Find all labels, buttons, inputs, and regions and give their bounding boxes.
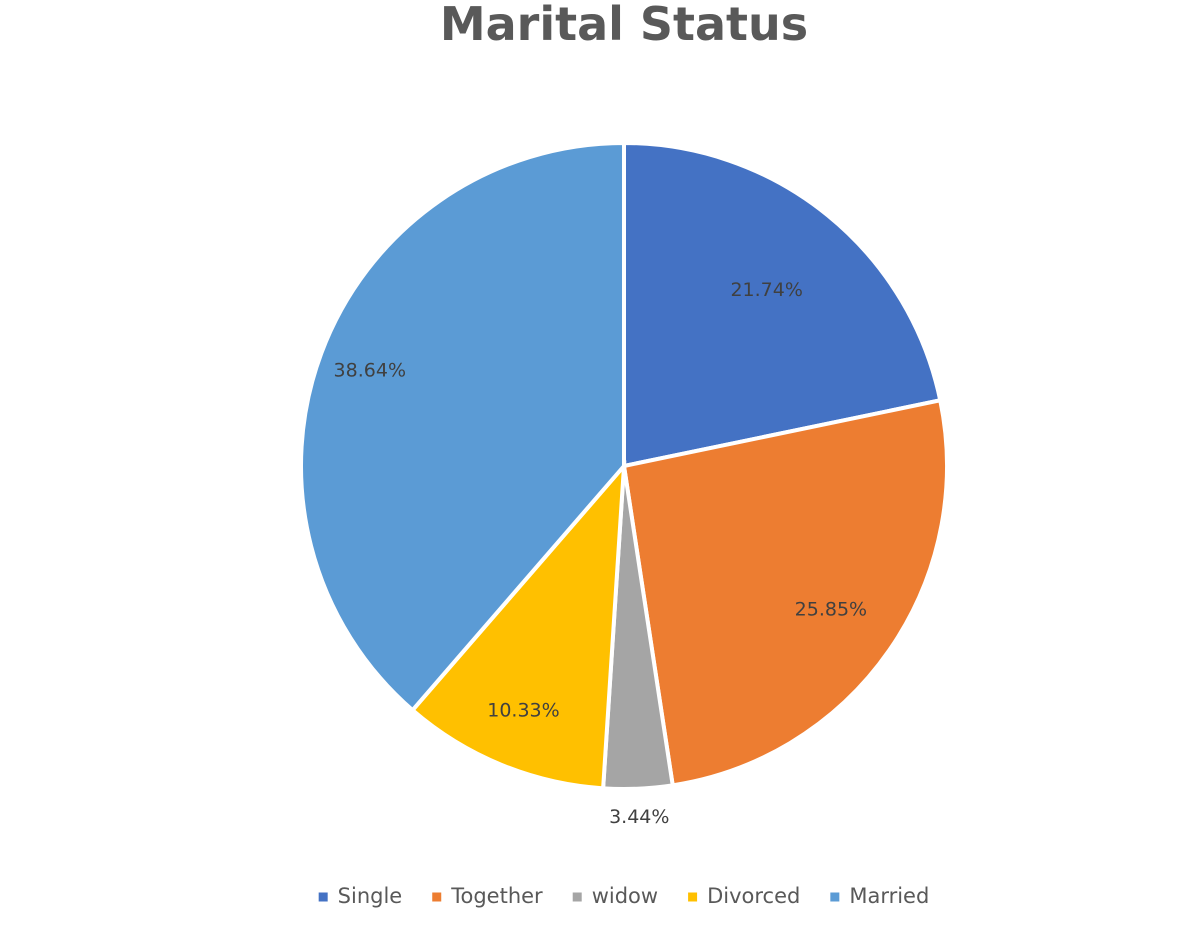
legend-marker-together: [432, 892, 442, 902]
pie-slices: [299, 140, 949, 791]
legend: Single Together widow Divorced Married: [318, 884, 929, 908]
legend-item-widow: widow: [572, 884, 658, 908]
legend-marker-widow: [572, 892, 582, 902]
legend-marker-married: [830, 892, 840, 902]
data-label-single: 21.74%: [730, 279, 802, 301]
legend-marker-single: [318, 892, 328, 902]
pie-data-labels: 21.74% 25.85% 3.44% 10.33% 38.64%: [334, 279, 868, 828]
data-label-together: 25.85%: [795, 598, 867, 620]
chart-title: Marital Status: [440, 0, 808, 51]
legend-marker-divorced: [688, 892, 698, 902]
data-label-married: 38.64%: [334, 360, 406, 382]
data-label-widow: 3.44%: [609, 806, 669, 828]
legend-item-married: Married: [830, 884, 929, 908]
legend-item-single: Single: [318, 884, 403, 908]
legend-item-together: Together: [432, 884, 543, 908]
legend-label-single: Single: [338, 884, 403, 908]
legend-label-together: Together: [450, 884, 543, 908]
pie-slice-divorced: [409, 460, 627, 791]
legend-item-divorced: Divorced: [688, 884, 800, 908]
legend-label-married: Married: [849, 884, 929, 908]
legend-label-divorced: Divorced: [707, 884, 800, 908]
pie-slice-single: [622, 140, 943, 469]
legend-label-widow: widow: [592, 884, 658, 908]
pie-slice-together: [621, 397, 949, 788]
pie-slice-married: [299, 140, 626, 713]
data-label-divorced: 10.33%: [487, 700, 559, 722]
